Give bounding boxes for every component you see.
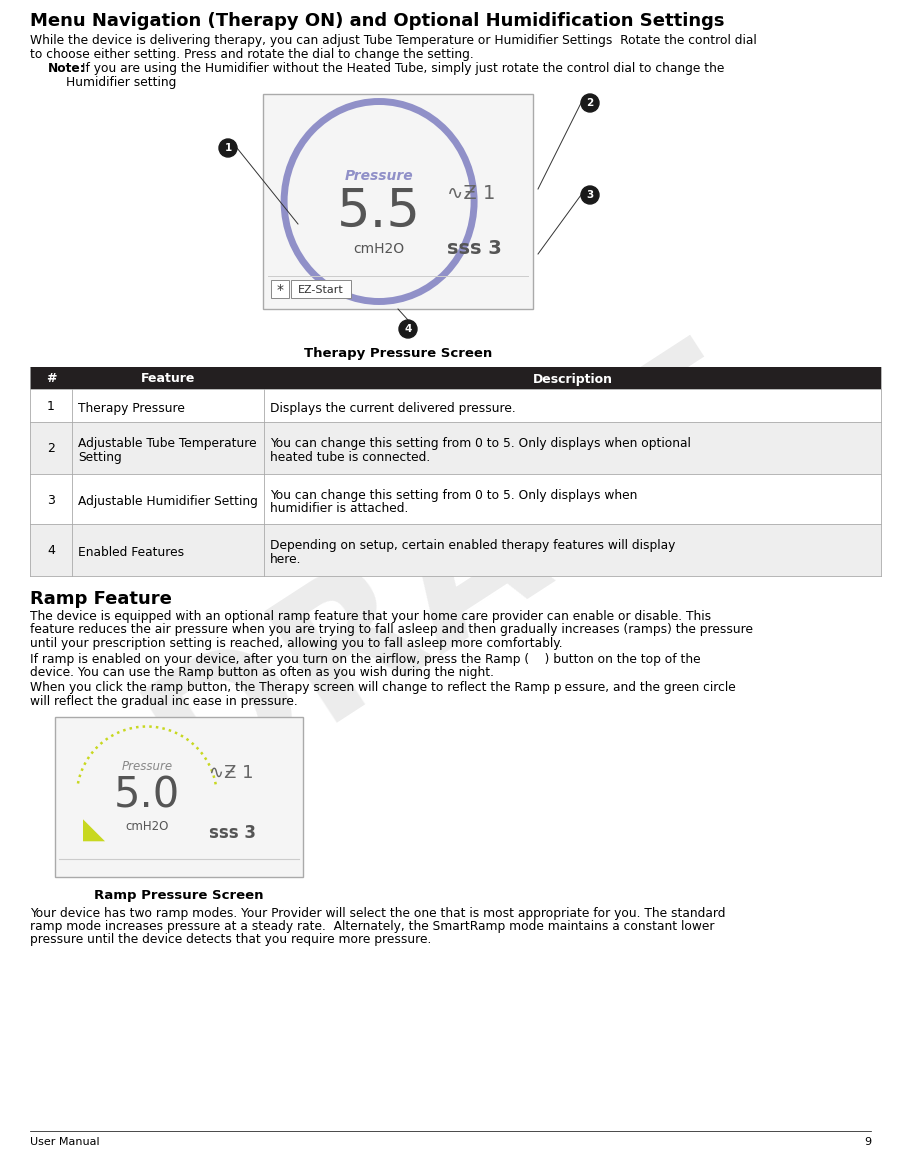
Text: device. You can use the Ramp button as often as you wish during the night.: device. You can use the Ramp button as o… bbox=[30, 666, 494, 679]
Text: If ramp is enabled on your device, after you turn on the airflow, press the Ramp: If ramp is enabled on your device, after… bbox=[30, 653, 701, 665]
Text: 5.5: 5.5 bbox=[337, 186, 421, 238]
Text: will reflect the gradual inc ease in pressure.: will reflect the gradual inc ease in pre… bbox=[30, 695, 297, 708]
Text: cmH2O: cmH2O bbox=[353, 243, 405, 256]
Bar bbox=[291, 280, 351, 298]
Text: Your device has two ramp modes. Your Provider will select the one that is most a: Your device has two ramp modes. Your Pro… bbox=[30, 907, 725, 919]
Bar bbox=[30, 524, 881, 576]
Text: Humidifier setting: Humidifier setting bbox=[66, 76, 177, 89]
Text: Pressure: Pressure bbox=[122, 760, 172, 774]
Text: 3: 3 bbox=[47, 493, 55, 507]
Circle shape bbox=[399, 320, 417, 338]
Text: ∿Ƶ 1: ∿Ƶ 1 bbox=[447, 184, 495, 203]
Text: Therapy Pressure Screen: Therapy Pressure Screen bbox=[304, 346, 492, 360]
Text: feature reduces the air pressure when you are trying to fall asleep and then gra: feature reduces the air pressure when yo… bbox=[30, 624, 753, 636]
Text: *: * bbox=[277, 283, 284, 297]
Text: Description: Description bbox=[532, 373, 613, 386]
Text: 3: 3 bbox=[587, 191, 594, 200]
Bar bbox=[30, 367, 881, 389]
Text: DRAFT: DRAFT bbox=[120, 320, 781, 835]
Text: here.: here. bbox=[270, 553, 302, 566]
Text: sss 3: sss 3 bbox=[209, 825, 256, 842]
Text: Depending on setup, certain enabled therapy features will display: Depending on setup, certain enabled ther… bbox=[270, 539, 676, 552]
Text: Feature: Feature bbox=[141, 373, 196, 386]
Text: to choose either setting. Press and rotate the dial to change the setting.: to choose either setting. Press and rota… bbox=[30, 49, 474, 61]
Text: Enabled Features: Enabled Features bbox=[78, 546, 184, 559]
Text: ramp mode increases pressure at a steady rate.  Alternately, the SmartRamp mode : ramp mode increases pressure at a steady… bbox=[30, 921, 714, 933]
Text: heated tube is connected.: heated tube is connected. bbox=[270, 450, 431, 464]
Text: Adjustable Humidifier Setting: Adjustable Humidifier Setting bbox=[78, 495, 258, 508]
Text: humidifier is attached.: humidifier is attached. bbox=[270, 502, 408, 515]
Text: 9: 9 bbox=[864, 1137, 871, 1147]
Text: 4: 4 bbox=[405, 325, 412, 334]
Text: Displays the current delivered pressure.: Displays the current delivered pressure. bbox=[270, 402, 515, 415]
Bar bbox=[263, 94, 533, 310]
Text: You can change this setting from 0 to 5. Only displays when: You can change this setting from 0 to 5.… bbox=[270, 489, 637, 501]
Text: You can change this setting from 0 to 5. Only displays when optional: You can change this setting from 0 to 5.… bbox=[270, 438, 691, 450]
Text: Therapy Pressure: Therapy Pressure bbox=[78, 402, 185, 415]
Text: sss 3: sss 3 bbox=[447, 239, 501, 258]
Circle shape bbox=[581, 186, 599, 204]
Circle shape bbox=[581, 94, 599, 112]
Text: Setting: Setting bbox=[78, 450, 122, 464]
Circle shape bbox=[219, 139, 237, 157]
Text: ∿Ƶ 1: ∿Ƶ 1 bbox=[209, 765, 253, 782]
Text: When you click the ramp button, the Therapy screen will change to reflect the Ra: When you click the ramp button, the Ther… bbox=[30, 681, 736, 694]
Text: until your prescription setting is reached, allowing you to fall asleep more com: until your prescription setting is reach… bbox=[30, 638, 562, 650]
Text: Note:: Note: bbox=[48, 62, 86, 75]
Text: 2: 2 bbox=[47, 442, 55, 455]
Text: While the device is delivering therapy, you can adjust Tube Temperature or Humid: While the device is delivering therapy, … bbox=[30, 33, 757, 47]
Text: Adjustable Tube Temperature: Adjustable Tube Temperature bbox=[78, 438, 257, 450]
Bar bbox=[30, 422, 881, 474]
Text: Ramp Pressure Screen: Ramp Pressure Screen bbox=[95, 888, 264, 902]
Bar bbox=[30, 474, 881, 524]
Text: 1: 1 bbox=[47, 400, 55, 413]
Text: 2: 2 bbox=[587, 98, 594, 109]
Text: 5.0: 5.0 bbox=[114, 775, 180, 817]
Text: User Manual: User Manual bbox=[30, 1137, 100, 1147]
Bar bbox=[271, 280, 289, 298]
Bar bbox=[55, 716, 303, 877]
Text: Ramp Feature: Ramp Feature bbox=[30, 590, 172, 608]
Text: Pressure: Pressure bbox=[345, 169, 414, 182]
Ellipse shape bbox=[284, 102, 474, 301]
Text: 1: 1 bbox=[224, 143, 232, 152]
Text: Menu Navigation (Therapy ON) and Optional Humidification Settings: Menu Navigation (Therapy ON) and Optiona… bbox=[30, 12, 724, 30]
Text: If you are using the Humidifier without the Heated Tube, simply just rotate the : If you are using the Humidifier without … bbox=[78, 62, 724, 75]
Text: The device is equipped with an optional ramp feature that your home care provide: The device is equipped with an optional … bbox=[30, 610, 711, 623]
Bar bbox=[30, 389, 881, 422]
Text: #: # bbox=[46, 373, 56, 386]
Text: EZ-Start: EZ-Start bbox=[298, 285, 344, 295]
Text: 4: 4 bbox=[47, 544, 55, 558]
Text: cmH2O: cmH2O bbox=[125, 820, 168, 833]
Text: pressure until the device detects that you require more pressure.: pressure until the device detects that y… bbox=[30, 933, 432, 946]
Polygon shape bbox=[83, 819, 105, 841]
